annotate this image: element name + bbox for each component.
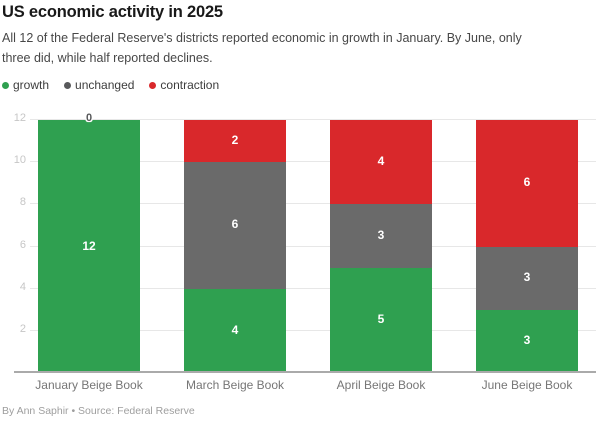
legend-item-contraction: contraction bbox=[149, 78, 219, 92]
page-title: US economic activity in 2025 bbox=[2, 3, 223, 21]
y-axis-tick-label: 4 bbox=[19, 281, 26, 293]
gridline bbox=[30, 203, 596, 204]
x-axis-line bbox=[14, 371, 596, 373]
bar-segment-growth bbox=[38, 120, 140, 373]
bar-value-label: 4 bbox=[231, 322, 239, 337]
unchanged-dot-icon bbox=[64, 82, 72, 89]
bar-value-label: 6 bbox=[523, 175, 531, 190]
bar-segment-growth bbox=[184, 288, 286, 373]
bar-segment-contraction bbox=[330, 120, 432, 205]
bar-value-label: 3 bbox=[377, 227, 385, 242]
bar-value-label: 3 bbox=[523, 333, 531, 348]
gridline bbox=[30, 288, 596, 289]
legend-label: unchanged bbox=[75, 78, 135, 92]
bar-value-label: 6 bbox=[231, 217, 239, 232]
contraction-dot-icon bbox=[149, 82, 157, 89]
bar-value-label: 12 bbox=[82, 238, 96, 253]
subtitle-line-2: three did, while half reported declines. bbox=[2, 50, 213, 65]
x-axis-category-label: April Beige Book bbox=[336, 378, 426, 392]
subtitle: All 12 of the Federal Reserve's district… bbox=[2, 29, 592, 68]
bar-value-label: 0 bbox=[85, 112, 93, 124]
bar-value-label: 0 bbox=[85, 112, 93, 124]
y-axis-tick-label: 6 bbox=[19, 239, 26, 251]
bar-value-label: 5 bbox=[377, 312, 385, 327]
bar-value-label: 4 bbox=[377, 154, 385, 169]
legend-item-growth: growth bbox=[2, 78, 49, 92]
legend-item-unchanged: unchanged bbox=[64, 78, 134, 92]
gridline bbox=[30, 246, 596, 247]
bar-value-label: 3 bbox=[523, 270, 531, 285]
legend-label: growth bbox=[13, 78, 50, 92]
growth-dot-icon bbox=[2, 82, 9, 89]
bar-segment-unchanged bbox=[476, 246, 578, 310]
x-axis-category-label: June Beige Book bbox=[481, 378, 573, 392]
bar-segment-growth bbox=[476, 309, 578, 373]
byline-source: By Ann Saphir • Source: Federal Reserve bbox=[2, 405, 195, 417]
gridline bbox=[30, 330, 596, 331]
y-axis-tick-label: 8 bbox=[19, 196, 26, 208]
bar-segment-growth bbox=[330, 267, 432, 373]
bar-segment-unchanged bbox=[184, 162, 286, 289]
bar-segment-contraction bbox=[476, 120, 578, 247]
gridline bbox=[30, 119, 596, 120]
x-axis-category-label: January Beige Book bbox=[35, 378, 143, 392]
gridline bbox=[30, 161, 596, 162]
legend-label: contraction bbox=[160, 78, 220, 92]
bar-segment-contraction bbox=[184, 120, 286, 163]
subtitle-line-1: All 12 of the Federal Reserve's district… bbox=[2, 31, 522, 45]
y-axis-tick-label: 10 bbox=[13, 154, 26, 166]
bar-value-label: 2 bbox=[231, 133, 239, 148]
x-axis-category-label: March Beige Book bbox=[185, 378, 285, 392]
y-axis-tick-label: 2 bbox=[19, 323, 26, 335]
chart-legend: growth unchanged contraction bbox=[2, 78, 219, 92]
y-axis-tick-label: 12 bbox=[13, 112, 26, 124]
bar-segment-unchanged bbox=[330, 204, 432, 268]
